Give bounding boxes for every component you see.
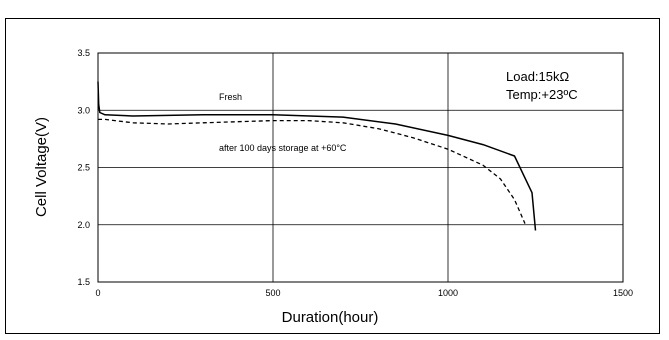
tick-labels: 1.5 2.0 2.5 3.0 3.5 0 500 1000 1500	[77, 48, 633, 298]
fresh-series-line	[97, 81, 537, 231]
series-lines	[97, 81, 537, 231]
y-tick-label: 2.0	[77, 220, 90, 230]
x-tick-label: 500	[265, 288, 280, 298]
y-tick-label: 2.5	[77, 163, 90, 173]
stored-series-label: after 100 days storage at +60°C	[219, 143, 347, 153]
y-tick-label: 3.0	[77, 105, 90, 115]
x-axis-label: Duration(hour)	[282, 309, 379, 326]
temp-condition: Temp:+23ºC	[506, 87, 578, 102]
x-tick-label: 0	[95, 288, 100, 298]
load-condition: Load:15kΩ	[506, 69, 569, 84]
y-tick-label: 1.5	[77, 277, 90, 287]
y-axis-label: Cell Voltage(V)	[33, 117, 50, 217]
chart-frame: 1.5 2.0 2.5 3.0 3.5 0 500 1000 1500 Fresh after …	[5, 18, 660, 334]
x-tick-label: 1500	[613, 288, 633, 298]
fresh-series-label: Fresh	[219, 92, 242, 102]
x-tick-label: 1000	[438, 288, 458, 298]
y-tick-label: 3.5	[77, 48, 90, 58]
stored-series-line	[98, 118, 526, 224]
voltage-chart: 1.5 2.0 2.5 3.0 3.5 0 500 1000 1500 Fresh after …	[33, 48, 633, 326]
